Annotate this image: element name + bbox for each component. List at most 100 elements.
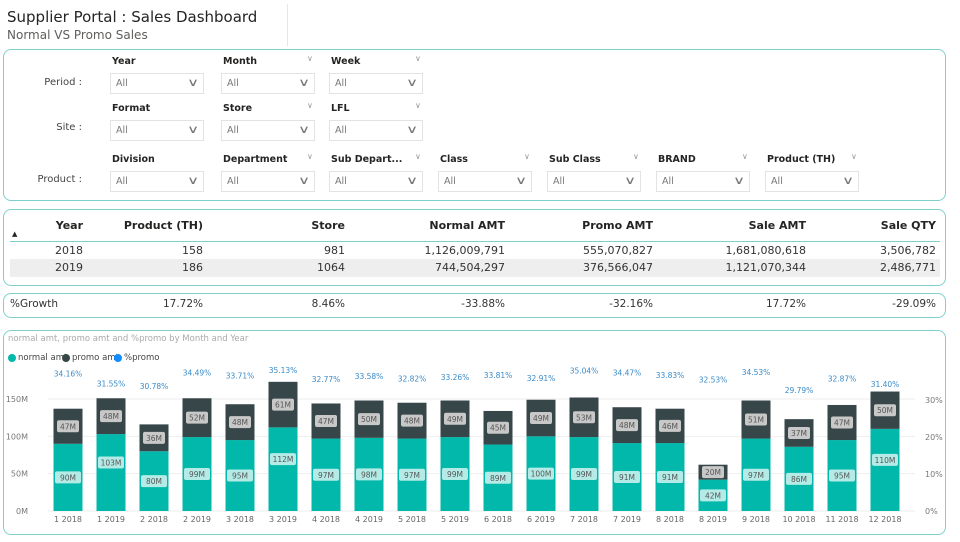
slicer-dropdown[interactable]: All ∨: [221, 171, 315, 192]
data-label-pct: 33.26%: [441, 373, 470, 382]
x-tick-label: 8 2018: [656, 515, 684, 524]
bar-normal-amt[interactable]: [96, 434, 126, 511]
data-label-promo: 36M: [146, 434, 162, 443]
data-label-bg: [98, 456, 124, 469]
slicer-label: Sub Depart...: [331, 154, 403, 165]
column-header[interactable]: Store: [311, 219, 345, 232]
slicer-label: Product (TH): [767, 154, 836, 165]
x-tick-label: 2 2018: [140, 515, 168, 524]
slicer-menu-chevron-icon[interactable]: ∨: [415, 152, 421, 161]
table-cell: 186: [182, 261, 203, 274]
data-label-normal: 90M: [60, 473, 76, 482]
slicer-label: Month: [223, 56, 258, 67]
data-label-normal: 91M: [619, 473, 635, 482]
legend-label: %promo: [124, 353, 160, 363]
data-label-bg: [270, 453, 296, 466]
data-label-pct: 32.82%: [398, 375, 427, 384]
slicer-menu-chevron-icon[interactable]: ∨: [633, 152, 639, 161]
data-label-normal: 91M: [662, 473, 678, 482]
column-header[interactable]: Promo AMT: [582, 219, 653, 232]
slicer-menu-chevron-icon[interactable]: ∨: [415, 54, 421, 63]
sort-ascending-icon[interactable]: ▲: [12, 230, 18, 238]
slicer-dropdown[interactable]: All ∨: [221, 120, 315, 141]
column-header[interactable]: Product (TH): [123, 219, 203, 232]
y2-tick-label: 20%: [925, 433, 943, 442]
legend-promo[interactable]: promo amt: [62, 353, 119, 363]
x-tick-label: 12 2018: [868, 515, 901, 524]
chevron-down-icon: ∨: [405, 76, 419, 89]
data-label-bg: [358, 413, 380, 426]
slicer-dropdown[interactable]: All ∨: [656, 171, 750, 192]
slicer-dropdown[interactable]: All ∨: [329, 171, 423, 192]
slicer-dropdown[interactable]: All ∨: [221, 73, 315, 94]
data-label-bg: [229, 416, 251, 429]
slicer-dropdown[interactable]: All ∨: [110, 120, 204, 141]
data-label-promo: 37M: [791, 429, 807, 438]
x-tick-label: 3 2019: [269, 515, 297, 524]
data-label-bg: [55, 471, 81, 484]
slicer-menu-chevron-icon[interactable]: ∨: [307, 101, 313, 110]
legend-label: normal amt: [18, 353, 68, 363]
data-label-normal: 99M: [189, 470, 205, 479]
filter-panel: [3, 49, 946, 201]
data-label-bg: [399, 468, 425, 481]
legend-dot-icon: [8, 354, 16, 362]
data-label-normal: 86M: [791, 475, 807, 484]
legend-pct[interactable]: %promo: [114, 353, 159, 363]
slicer-menu-chevron-icon[interactable]: ∨: [307, 152, 313, 161]
slicer-menu-chevron-icon[interactable]: ∨: [307, 54, 313, 63]
data-label-bg: [313, 468, 339, 481]
table-cell: 376,566,047: [583, 261, 653, 274]
slicer-menu-chevron-icon[interactable]: ∨: [524, 152, 530, 161]
data-label-pct: 34.16%: [54, 370, 83, 379]
data-label-bg: [831, 416, 853, 429]
data-label-bg: [829, 469, 855, 482]
slicer-value: All: [662, 176, 674, 187]
data-label-promo: 48M: [404, 417, 420, 426]
x-tick-label: 6 2018: [484, 515, 512, 524]
chevron-down-icon: ∨: [514, 174, 528, 187]
slicer-dropdown[interactable]: All ∨: [329, 73, 423, 94]
data-label-bg: [872, 453, 898, 466]
x-tick-label: 6 2019: [527, 515, 555, 524]
data-label-promo: 47M: [60, 422, 76, 431]
x-tick-label: 4 2018: [312, 515, 340, 524]
slicer-dropdown[interactable]: All ∨: [765, 171, 859, 192]
x-tick-label: 4 2019: [355, 515, 383, 524]
filter-row-label: Product :: [37, 174, 82, 185]
legend-normal[interactable]: normal amt: [8, 353, 67, 363]
column-header[interactable]: Normal AMT: [429, 219, 505, 232]
bar-normal-amt[interactable]: [870, 428, 900, 511]
data-label-bg: [659, 419, 681, 432]
slicer-dropdown[interactable]: All ∨: [438, 171, 532, 192]
data-label-promo: 48M: [232, 418, 248, 427]
data-label-pct: 34.53%: [742, 368, 771, 377]
slicer-menu-chevron-icon[interactable]: ∨: [851, 152, 857, 161]
page-subtitle: Normal VS Promo Sales: [7, 28, 148, 42]
slicer-menu-chevron-icon[interactable]: ∨: [742, 152, 748, 161]
data-label-normal: 97M: [404, 471, 420, 480]
table-cell: 2018: [55, 244, 83, 257]
growth-row-panel: [3, 293, 946, 318]
slicer-dropdown[interactable]: All ∨: [547, 171, 641, 192]
slicer-dropdown[interactable]: All ∨: [110, 171, 204, 192]
chart-panel: [3, 330, 946, 535]
growth-value: 8.46%: [311, 298, 345, 310]
chevron-down-icon: ∨: [623, 174, 637, 187]
column-header[interactable]: Sale AMT: [748, 219, 806, 232]
data-label-promo: 61M: [275, 401, 291, 410]
stacked-bar-chart: 0M 50M 100M 150M 0% 10% 20% 30% 90M 47M 34.16% 1 20…: [6, 366, 943, 524]
slicer-dropdown[interactable]: All ∨: [329, 120, 423, 141]
x-tick-label: 9 2018: [742, 515, 770, 524]
y2-tick-label: 0%: [925, 507, 938, 516]
slicer-menu-chevron-icon[interactable]: ∨: [415, 101, 421, 110]
slicer-dropdown[interactable]: All ∨: [110, 73, 204, 94]
x-tick-label: 1 2018: [54, 515, 82, 524]
bar-normal-amt[interactable]: [268, 427, 298, 511]
data-label-promo: 47M: [318, 417, 334, 426]
data-label-bg: [57, 420, 79, 433]
column-header[interactable]: Sale QTY: [880, 219, 936, 232]
legend-label: promo amt: [72, 353, 119, 363]
slicer-label: Format: [112, 103, 151, 114]
column-header[interactable]: Year: [55, 219, 83, 232]
